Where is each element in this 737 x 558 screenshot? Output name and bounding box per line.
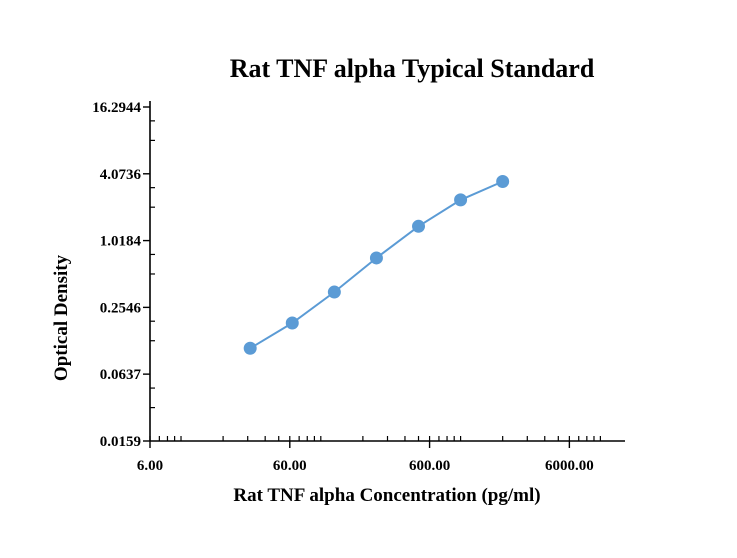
data-point: [454, 193, 468, 207]
data-point: [327, 285, 341, 299]
chart-title: Rat TNF alpha Typical Standard: [230, 54, 595, 83]
data-point: [369, 251, 383, 265]
data-series: [243, 175, 510, 355]
y-tick-label: 0.0637: [100, 367, 142, 383]
axis-ticks: [143, 106, 601, 448]
x-tick-label: 6000.00: [545, 458, 594, 474]
y-tick-label: 16.2944: [92, 100, 141, 116]
y-tick-label: 4.0736: [100, 167, 142, 183]
y-axis-label: Optical Density: [51, 254, 72, 381]
x-tick-label: 60.00: [273, 458, 307, 474]
data-point: [496, 175, 510, 189]
x-tick-label: 600.00: [409, 458, 450, 474]
axis-tick-labels: 6.00 60.00 600.00 6000.00 0.0159 0.0637 0.2546…: [92, 100, 593, 474]
data-point: [243, 341, 257, 355]
x-axis-label: Rat TNF alpha Concentration (pg/ml): [233, 485, 540, 506]
data-point: [285, 316, 299, 330]
x-tick-label: 6.00: [137, 458, 163, 474]
y-tick-label: 0.0159: [100, 434, 141, 450]
axes: [149, 101, 625, 442]
y-tick-label: 1.0184: [100, 234, 142, 250]
data-point: [412, 219, 426, 233]
y-tick-label: 0.2546: [100, 300, 142, 316]
